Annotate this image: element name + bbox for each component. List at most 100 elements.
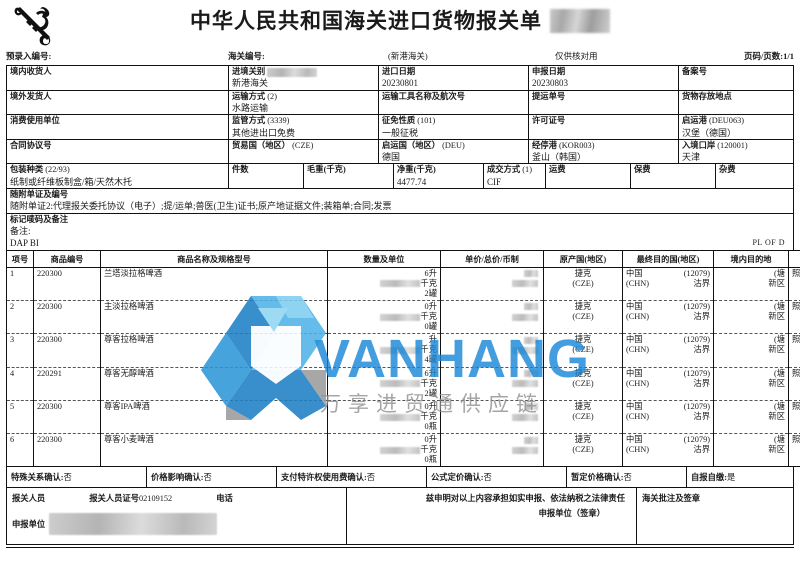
field-gross-weight: 毛重(千克) [303, 163, 394, 190]
cell-price [440, 367, 544, 401]
field-entry-customs-port: 入境口岸 (120001) 天津 [678, 138, 794, 165]
field-levy-nature: 征免性质 (101) 一般征税 [378, 114, 529, 140]
cell-levy: 照章征税(1) [788, 367, 800, 401]
entry-port-redaction [267, 67, 318, 77]
cell-seq: 2 [6, 300, 34, 335]
package-weight-table: 包装种类 (22/93) 纸制或纤维板制盒/箱/天然木托 件数 毛重(千克) 净… [6, 163, 794, 190]
cell-destination: 中国 (12079) (CHN) 沽界 [622, 367, 714, 401]
cell-levy: 照章征税(1) [788, 300, 800, 335]
cell-levy: 照章征税(1) [788, 333, 800, 368]
cell-item-name: 主淡拉格啤酒 [100, 300, 328, 335]
col-quantity: 数量及单位 [327, 249, 441, 268]
title-bar: 中华人民共和国海关进口货物报关单 [6, 0, 794, 48]
cell-quantity: 0升 千克 0瓶 [327, 400, 441, 435]
subheader-line: 预录入编号: 海关编号: (新港海关) 仅供核对用 页码/页数:1/1 [6, 48, 794, 65]
cell-seq: 4 [6, 367, 34, 401]
header-row-4: 合同协议号 贸易国（地区） (CZE) 启运国（地区） (DEU) 德国 经停港… [6, 138, 794, 165]
declaration-statement: 兹申明对以上内容承担如实申报、依法纳税之法律责任 [425, 494, 625, 504]
field-overseas-shipper: 境外发货人 [6, 89, 229, 116]
cell-quantity: 0升 千克 0罐 [327, 300, 441, 335]
cell-item-name: 尊客拉格啤酒 [100, 333, 328, 368]
col-origin: 原产国(地区) [543, 249, 623, 268]
phone-label: 电话 [216, 494, 233, 504]
cell-local-destination: (塘 新区 [713, 433, 789, 468]
check-only-note: 仅供核对用 [555, 51, 598, 61]
field-insurance: 保费 [630, 163, 716, 190]
cell-item-code: 220291 [33, 367, 101, 401]
marks-remarks-row: 标记唛码及备注 备注: DAP BI PL OF D [6, 212, 794, 251]
attachments-table: 随附单证及编号 随附单证2:代理报关委托协议（电子）;提/运单;兽医(卫生)证书… [6, 188, 794, 251]
confirmation-value: 否 [366, 473, 376, 483]
cell-quantity: 6升 千克 2罐 [327, 367, 441, 401]
confirmations-row: 特殊关系确认:否 价格影响确认:否 支付特许权使用费确认:否 公式定价确认:否 暂定价格… [6, 466, 794, 489]
cell-levy: 照章征税(1) [788, 400, 800, 435]
cell-seq: 6 [6, 433, 34, 468]
confirmation-label: 自报自缴: [691, 473, 727, 483]
page-number: 页码/页数:1/1 [743, 51, 794, 61]
customs-emblem-icon [14, 7, 51, 46]
field-consignee: 境内收货人 [6, 65, 229, 91]
table-row: 2 220300 主淡拉格啤酒 0升 千克 0罐 捷克 (CZE) 中国 (12079) (CHN)… [6, 300, 800, 335]
confirmation-value: 否 [203, 473, 212, 483]
confirmation-value: 否 [483, 473, 492, 483]
confirmation-value: 否 [63, 473, 72, 483]
cell-item-name: 兰塔淡拉格啤酒 [100, 267, 328, 301]
attachments-row: 随附单证及编号 随附单证2:代理报关委托协议（电子）;提/运单;兽医(卫生)证书… [6, 188, 794, 214]
cell-origin-country: 捷克 (CZE) [543, 400, 623, 435]
cell-destination: 中国 (12079) (CHN) 沽界 [622, 267, 714, 301]
cell-item-code: 220300 [33, 433, 101, 468]
field-misc-charges: 杂费 [715, 163, 794, 190]
cell-origin-country: 捷克 (CZE) [543, 367, 623, 401]
table-row: 4 220291 尊客无醇啤酒 6升 千克 2罐 捷克 (CZE) 中国 (12079) (CHN)… [6, 367, 800, 401]
customs-number: 海关编号: [228, 51, 265, 61]
cell-quantity: 0升 千克 0瓶 [327, 433, 441, 468]
customs-office-name: (新港海关) [388, 51, 428, 61]
pre-entry-number: 预录入编号: [6, 51, 52, 61]
cell-seq: 3 [6, 333, 34, 368]
customs-endorsement-block: 海关批注及签章 [636, 487, 794, 546]
declaring-unit-label: 申报单位 [12, 520, 46, 530]
cell-seq: 1 [6, 267, 34, 301]
confirmations-table: 特殊关系确认:否 价格影响确认:否 支付特许权使用费确认:否 公式定价确认:否 暂定价格… [6, 466, 794, 489]
confirmation-label: 支付特许权使用费确认: [281, 473, 367, 483]
header-row-2: 境外发货人 运输方式 (2) 水路运输 运输工具名称及航次号 提运单号 货物存放… [6, 89, 794, 116]
field-pieces: 件数 [228, 163, 304, 190]
confirmation-item: 自报自缴:是 [686, 466, 794, 489]
field-declare-date: 申报日期 20230803 [528, 65, 679, 91]
cell-local-destination: (塘 新区 [713, 333, 789, 368]
field-net-weight: 净重(千克) 4477.74 [393, 163, 484, 190]
package-row: 包装种类 (22/93) 纸制或纤维板制盒/箱/天然木托 件数 毛重(千克) 净… [6, 163, 794, 190]
cell-origin-country: 捷克 (CZE) [543, 267, 623, 301]
cell-item-code: 220300 [33, 333, 101, 368]
field-transit-port: 经停港 (KOR003) 釜山（韩国） [528, 138, 679, 165]
field-trade-terms: 成交方式 (1) CIF [483, 163, 546, 190]
field-trade-country: 贸易国（地区） (CZE) [228, 138, 379, 165]
col-local-dest: 境内目的地 [713, 249, 789, 268]
field-transport-mode: 运输方式 (2) 水路运输 [228, 89, 379, 116]
field-vessel-voyage: 运输工具名称及航次号 [378, 89, 529, 116]
confirmation-value: 是 [726, 473, 736, 483]
cell-local-destination: (塘 新区 [713, 300, 789, 335]
cell-item-code: 220300 [33, 300, 101, 335]
col-destination: 最终目的国(地区) [622, 249, 714, 268]
field-supervision-mode: 监管方式 (3339) 其他进出口免费 [228, 114, 379, 140]
col-levy: 征免 [788, 249, 800, 268]
cell-seq: 5 [6, 400, 34, 435]
confirmation-value: 否 [623, 473, 632, 483]
cell-item-name: 尊客无醇啤酒 [100, 367, 328, 401]
confirmation-item: 价格影响确认:否 [146, 466, 277, 489]
footer-row: 报关人员 报关人员证号 02109152 电话 申报单位 兹申明对以上内容承担如实… [6, 487, 794, 546]
title-redaction-block [550, 9, 610, 34]
declarant-cert-label: 报关人员证号 [89, 494, 139, 504]
table-row: 1 220300 兰塔淡拉格啤酒 6升 千克 2罐 捷克 (CZE) 中国 (12079) (CHN… [6, 267, 800, 301]
field-departure-port: 启运港 (DEU063) 汉堡（德国） [678, 114, 794, 140]
field-marks-remarks: 标记唛码及备注 备注: DAP BI PL OF D [6, 212, 794, 251]
customs-endorsement-label: 海关批注及签章 [642, 494, 701, 504]
field-bill-of-lading: 提运单号 [528, 89, 679, 116]
cell-local-destination: (塘 新区 [713, 400, 789, 435]
cell-quantity: 6升 千克 2罐 [327, 267, 441, 301]
declaring-unit-redaction [49, 513, 218, 536]
goods-table: 项号 商品编号 商品名称及规格型号 数量及单位 单价/总价/币制 原产国(地区)… [6, 249, 800, 468]
declaration-signature-label: 申报单位（签章） [538, 509, 605, 519]
col-seq: 项号 [6, 249, 34, 268]
